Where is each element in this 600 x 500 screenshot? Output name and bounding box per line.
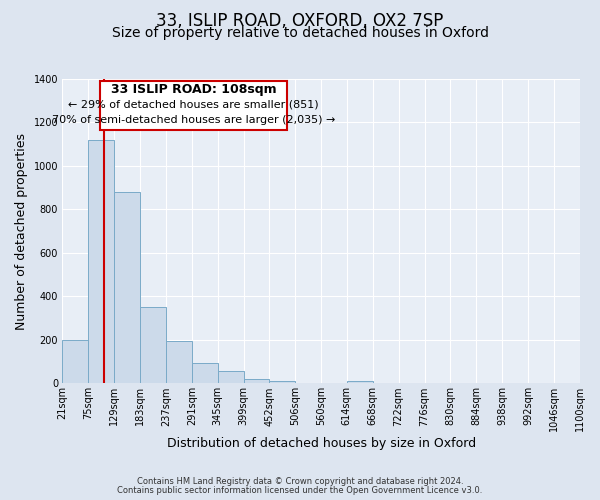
Text: 33 ISLIP ROAD: 108sqm: 33 ISLIP ROAD: 108sqm (111, 83, 277, 96)
Bar (192, 363, 218, 384)
Bar (88, 140, 114, 384)
Bar (62, 340, 88, 384)
Bar (218, 372, 244, 384)
Bar (140, 308, 166, 384)
Bar (244, 379, 269, 384)
Text: 33, ISLIP ROAD, OXFORD, OX2 7SP: 33, ISLIP ROAD, OXFORD, OX2 7SP (157, 12, 443, 30)
FancyBboxPatch shape (100, 81, 287, 130)
Y-axis label: Number of detached properties: Number of detached properties (15, 132, 28, 330)
Text: Contains HM Land Registry data © Crown copyright and database right 2024.: Contains HM Land Registry data © Crown c… (137, 477, 463, 486)
Bar (269, 381, 295, 384)
Text: ← 29% of detached houses are smaller (851): ← 29% of detached houses are smaller (85… (68, 100, 319, 110)
Bar (347, 381, 373, 384)
Bar (166, 341, 192, 384)
Text: 70% of semi-detached houses are larger (2,035) →: 70% of semi-detached houses are larger (… (52, 116, 335, 126)
Text: Contains public sector information licensed under the Open Government Licence v3: Contains public sector information licen… (118, 486, 482, 495)
X-axis label: Distribution of detached houses by size in Oxford: Distribution of detached houses by size … (167, 437, 476, 450)
Text: Size of property relative to detached houses in Oxford: Size of property relative to detached ho… (112, 26, 488, 40)
Bar (114, 192, 140, 384)
